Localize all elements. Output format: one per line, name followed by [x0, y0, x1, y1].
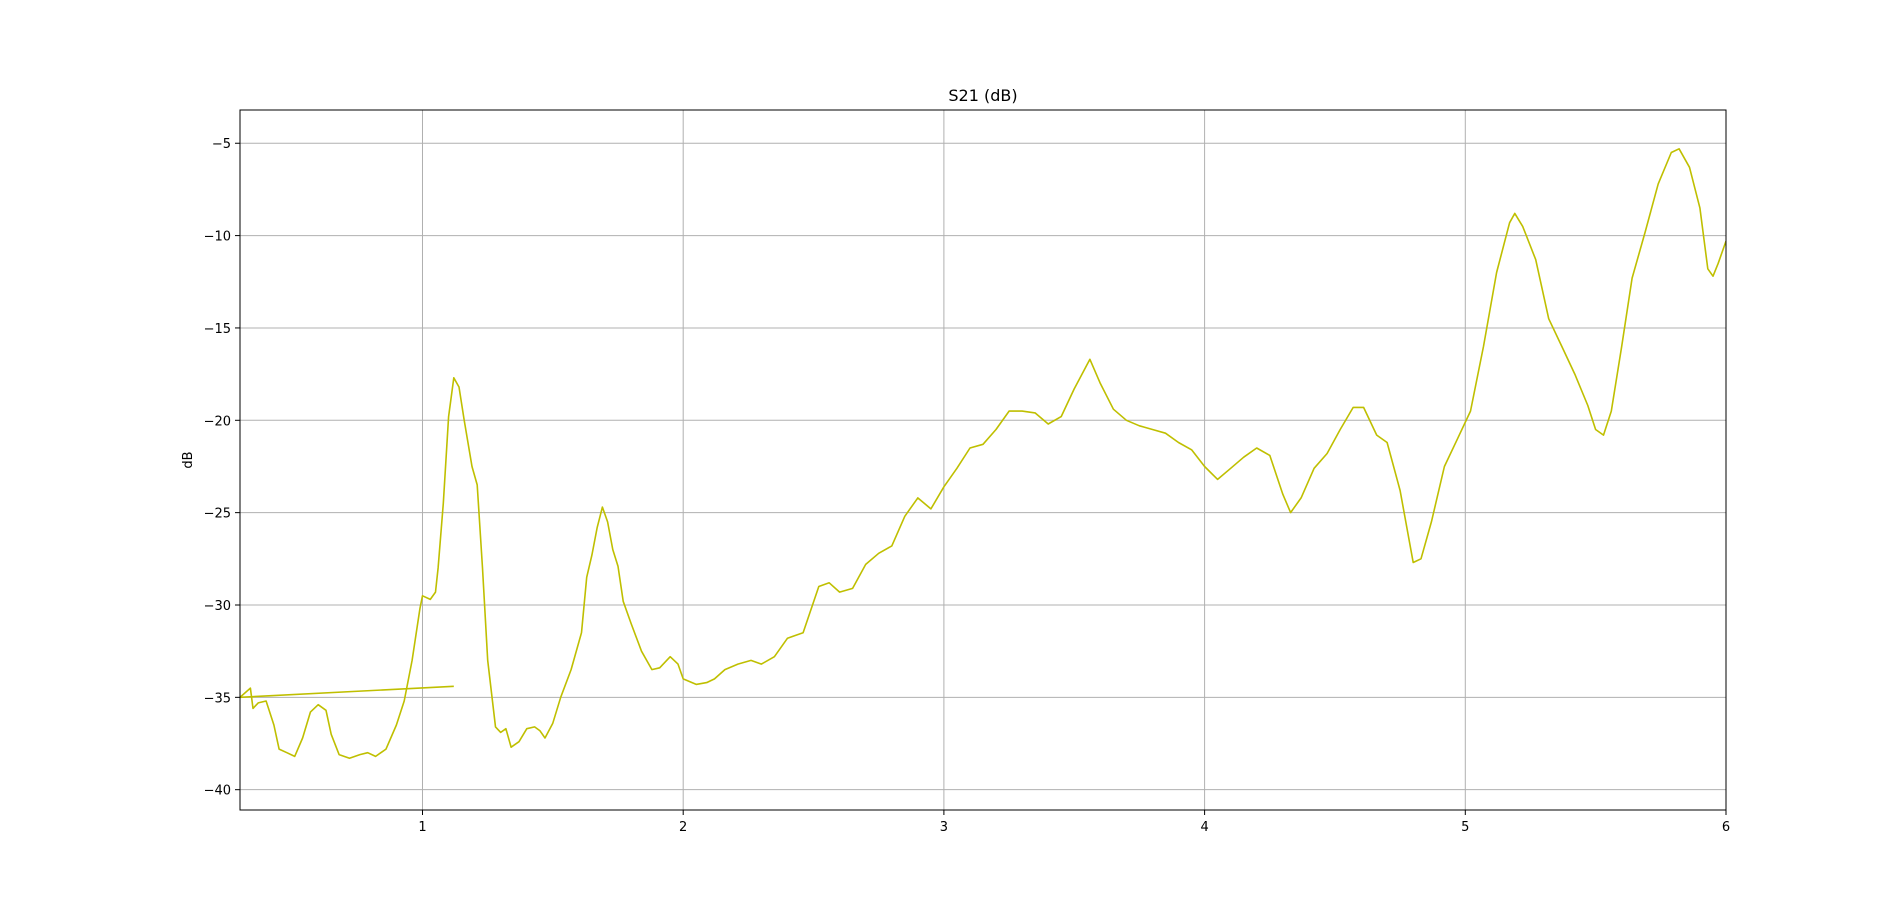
series-line-2 — [240, 685, 454, 699]
series-layer — [240, 148, 1726, 760]
y-tick-label: −5 — [212, 137, 231, 152]
series-line-1 — [240, 148, 1726, 760]
x-tick-label: 2 — [679, 820, 687, 835]
x-tick-label: 5 — [1461, 820, 1469, 835]
x-tick-label: 4 — [1200, 820, 1208, 835]
ticks: 1 2 3 4 5 6 −5 −10 −15 −20 −25 −30 −35 −40 — [204, 137, 1731, 835]
y-tick-label: −20 — [204, 414, 231, 429]
y-tick-label: −15 — [204, 322, 231, 337]
y-tick-label: −35 — [204, 691, 231, 706]
y-tick-label: −30 — [204, 599, 231, 614]
plot-frame — [239, 109, 1727, 811]
x-tick-label: 1 — [418, 820, 426, 835]
y-tick-label: −10 — [204, 230, 231, 245]
grid — [240, 110, 1727, 810]
y-tick-label: −25 — [204, 507, 231, 522]
x-tick-label: 6 — [1722, 820, 1730, 835]
chart-title: S21 (dB) — [948, 86, 1017, 105]
y-axis-label: dB — [181, 451, 196, 468]
y-tick-label: −40 — [204, 784, 231, 799]
x-tick-label: 3 — [940, 820, 948, 835]
